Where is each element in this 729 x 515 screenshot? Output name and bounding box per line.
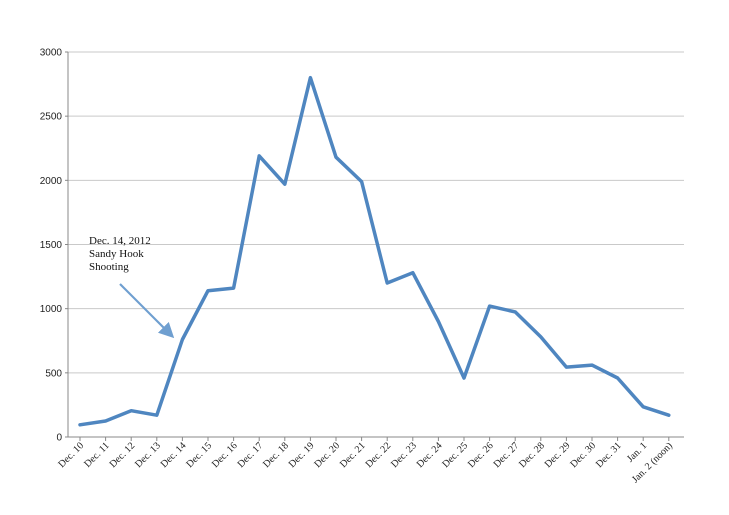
x-tick-label: Dec. 19 — [287, 440, 317, 470]
data-point — [667, 413, 670, 417]
y-tick-labels: 0 500 1000 1500 2000 2500 3000 — [40, 48, 63, 444]
series-line-0 — [78, 75, 671, 427]
data-point — [386, 281, 389, 285]
x-tick-label: Dec. 16 — [210, 440, 240, 470]
data-point — [514, 310, 517, 314]
data-point — [437, 320, 440, 323]
data-point — [642, 405, 645, 409]
data-point — [334, 156, 338, 159]
x-tick-label: Dec. 18 — [261, 440, 291, 470]
annotation: Dec. 14, 2012 Sandy Hook Shooting — [89, 235, 175, 339]
x-tick-label: Dec. 26 — [466, 440, 496, 470]
data-point — [283, 182, 286, 186]
x-tick-label: Dec. 31 — [594, 440, 624, 470]
data-point — [258, 154, 261, 158]
x-tick-label: Dec. 11 — [82, 440, 112, 470]
data-point — [206, 289, 210, 292]
x-tick-label: Dec. 23 — [389, 440, 419, 470]
x-tick-label: Dec. 29 — [543, 440, 573, 470]
data-point — [181, 338, 184, 341]
data-point — [539, 335, 542, 339]
x-tick-label: Dec. 24 — [415, 440, 445, 470]
data-point — [130, 409, 133, 412]
data-point — [104, 419, 107, 423]
y-tick-label: 3000 — [40, 48, 63, 59]
x-tick-label: Dec. 25 — [440, 440, 470, 470]
x-tick-label: Dec. 28 — [517, 440, 547, 470]
x-tick-label: Dec. 17 — [236, 440, 266, 470]
x-tick-label: Dec. 13 — [133, 440, 163, 470]
data-point — [590, 363, 594, 367]
x-tick-label: Dec. 22 — [364, 440, 394, 470]
axes — [65, 51, 684, 441]
annotation-line-1: Dec. 14, 2012 — [89, 235, 151, 247]
y-tick-label: 2500 — [40, 112, 63, 123]
x-tick-label: Dec. 27 — [492, 440, 522, 470]
annotation-line-3: Shooting — [89, 261, 129, 273]
annotation-arrow — [119, 283, 175, 339]
y-tick-label: 2000 — [40, 176, 63, 187]
y-tick-label: 0 — [56, 433, 62, 444]
data-point — [309, 76, 312, 79]
x-tick-label: Dec. 10 — [56, 440, 86, 470]
data-point — [488, 304, 491, 308]
x-tick-label: Dec. 21 — [338, 440, 368, 470]
y-tick-label: 1500 — [40, 240, 63, 251]
data-point — [155, 413, 158, 417]
x-tick-label: Dec. 30 — [568, 440, 598, 470]
data-point — [462, 376, 466, 380]
x-tick-label: Dec. 14 — [159, 440, 189, 470]
x-tick-label: Dec. 12 — [108, 440, 138, 470]
y-tick-label: 1000 — [40, 304, 63, 315]
data-point — [232, 286, 235, 290]
data-point — [616, 376, 619, 380]
x-tick-label: Dec. 20 — [312, 440, 342, 470]
y-tick-label: 500 — [45, 368, 62, 379]
series-layer — [78, 75, 671, 427]
data-point — [565, 365, 568, 369]
annotation-line-2: Sandy Hook — [89, 248, 144, 260]
data-point — [411, 271, 414, 274]
x-tick-label: Dec. 15 — [184, 440, 214, 470]
data-point — [360, 180, 363, 183]
data-point — [78, 423, 82, 427]
